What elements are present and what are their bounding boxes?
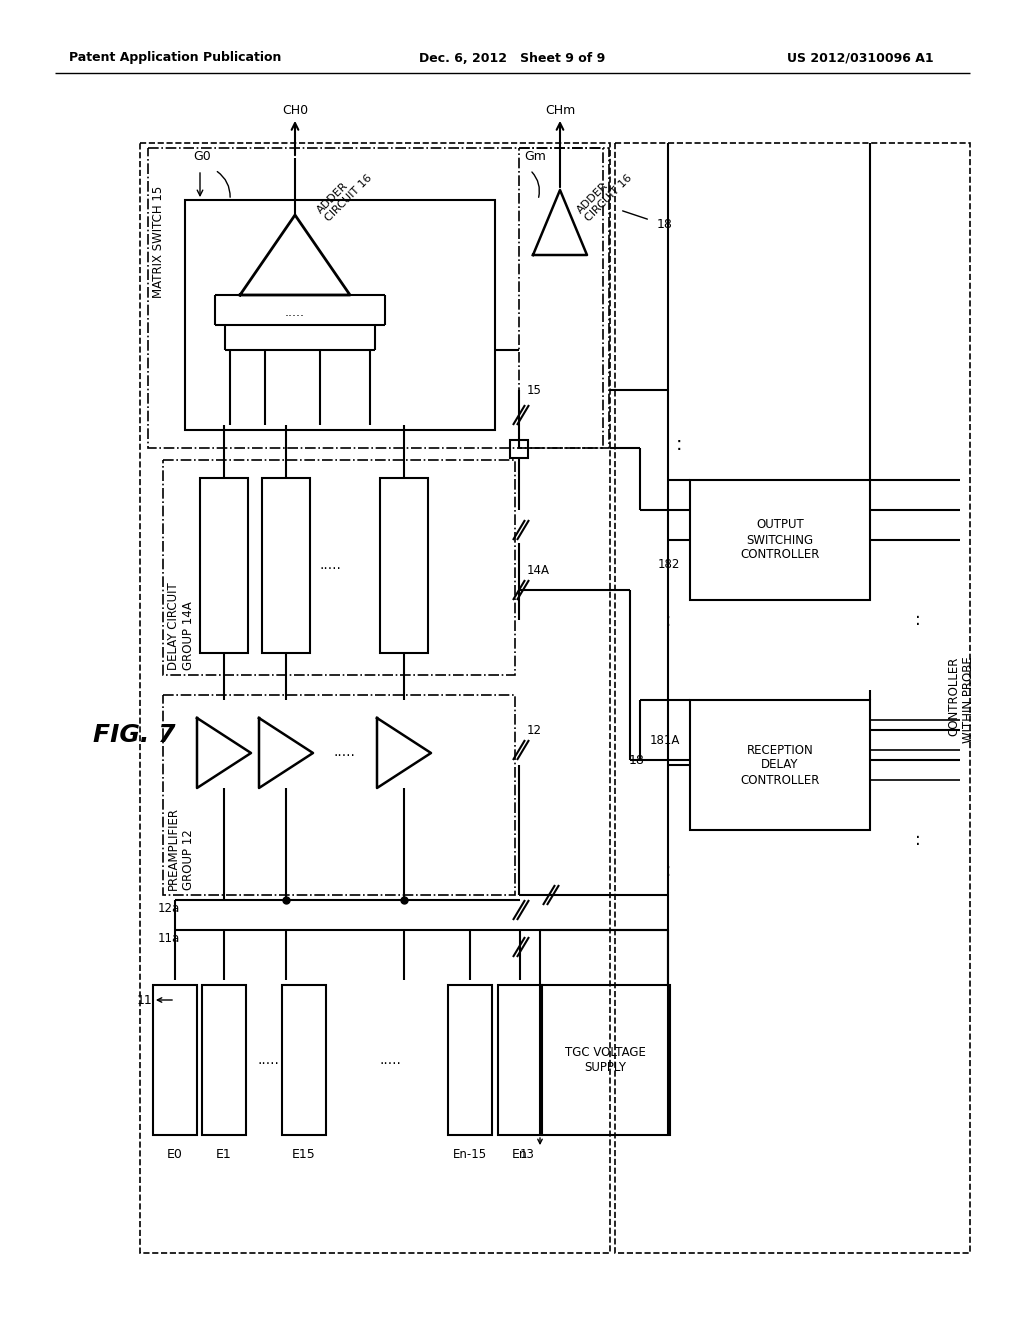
Text: G0: G0	[194, 150, 211, 164]
Text: Patent Application Publication: Patent Application Publication	[69, 51, 282, 65]
Bar	[163, 696, 515, 895]
Text: .....: .....	[285, 306, 305, 319]
Text: .....: .....	[379, 1053, 401, 1067]
Text: E0: E0	[167, 1148, 183, 1162]
Text: 181A: 181A	[649, 734, 680, 747]
Text: Gm: Gm	[524, 150, 546, 164]
Text: CH0: CH0	[282, 103, 308, 116]
Text: 18: 18	[657, 219, 673, 231]
Bar	[690, 480, 870, 601]
Text: .....: .....	[333, 744, 355, 759]
Text: US 2012/0310096 A1: US 2012/0310096 A1	[786, 51, 933, 65]
Text: TGC VOLTAGE
SUPPLY: TGC VOLTAGE SUPPLY	[564, 1045, 645, 1074]
Text: :: :	[665, 861, 672, 879]
Bar	[153, 985, 197, 1135]
Text: En-15: En-15	[453, 1148, 487, 1162]
Text: 12a: 12a	[158, 902, 180, 915]
Text: 14A: 14A	[527, 564, 550, 577]
Text: OUTPUT
SWITCHING
CONTROLLER: OUTPUT SWITCHING CONTROLLER	[740, 519, 819, 561]
Text: PREAMPLIFIER
GROUP 12: PREAMPLIFIER GROUP 12	[167, 807, 195, 890]
Bar	[262, 478, 310, 653]
Bar	[449, 985, 492, 1135]
Text: :: :	[676, 436, 683, 454]
Text: .....: .....	[257, 1053, 279, 1067]
Text: :: :	[915, 832, 921, 849]
Bar	[140, 143, 610, 1253]
Text: 11: 11	[136, 994, 152, 1006]
Bar	[380, 478, 428, 653]
Text: 13: 13	[520, 1148, 535, 1162]
Text: MATRIX SWITCH 15: MATRIX SWITCH 15	[152, 186, 165, 298]
Bar	[148, 148, 603, 447]
Text: RECEPTION
DELAY
CONTROLLER: RECEPTION DELAY CONTROLLER	[740, 743, 819, 787]
Text: ADDER
CIRCUIT 16: ADDER CIRCUIT 16	[315, 165, 374, 224]
Bar	[540, 985, 670, 1135]
Text: .....: .....	[319, 558, 341, 572]
Text: 12: 12	[527, 723, 542, 737]
Text: En: En	[512, 1148, 528, 1162]
Bar	[690, 700, 870, 830]
Bar	[519, 148, 609, 447]
Text: 18: 18	[629, 754, 645, 767]
Text: FIG. 7: FIG. 7	[93, 723, 175, 747]
Text: 11a: 11a	[158, 932, 180, 945]
Text: 182: 182	[657, 558, 680, 572]
Text: 15: 15	[527, 384, 542, 396]
Text: :: :	[915, 611, 921, 630]
Text: DELAY CIRCUIT
GROUP 14A: DELAY CIRCUIT GROUP 14A	[167, 582, 195, 671]
Bar	[498, 985, 542, 1135]
Text: E15: E15	[292, 1148, 315, 1162]
Text: ADDER
CIRCUIT 16: ADDER CIRCUIT 16	[575, 165, 634, 224]
Bar	[185, 201, 495, 430]
Text: CONTROLLER
WITHIN PROBE: CONTROLLER WITHIN PROBE	[947, 656, 975, 743]
Text: Dec. 6, 2012   Sheet 9 of 9: Dec. 6, 2012 Sheet 9 of 9	[419, 51, 605, 65]
Text: E1: E1	[216, 1148, 231, 1162]
Bar	[615, 143, 970, 1253]
Text: :: :	[665, 610, 672, 630]
Bar	[282, 985, 326, 1135]
Bar	[163, 459, 515, 675]
Bar	[510, 440, 528, 458]
Text: CHm: CHm	[545, 103, 575, 116]
Bar	[200, 478, 248, 653]
Bar	[202, 985, 246, 1135]
